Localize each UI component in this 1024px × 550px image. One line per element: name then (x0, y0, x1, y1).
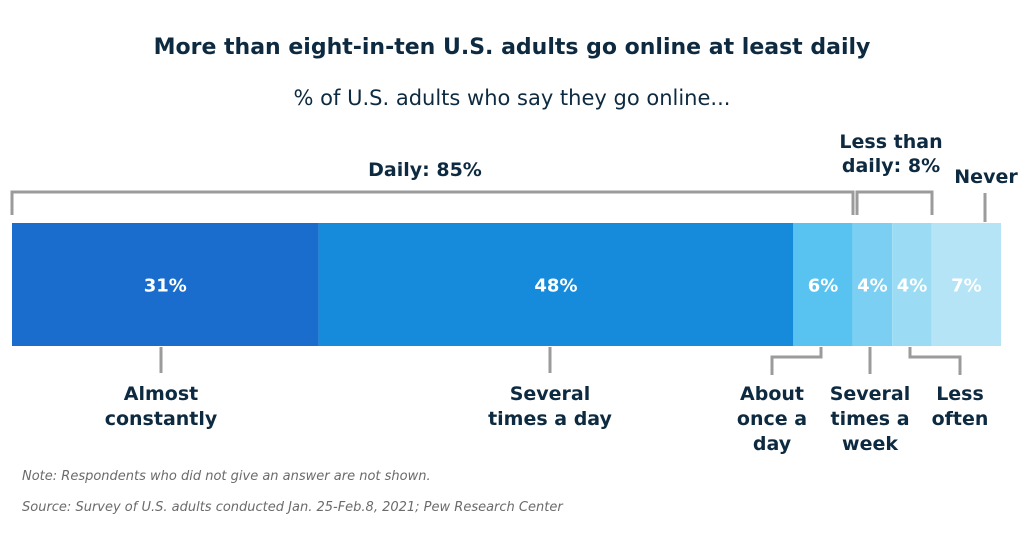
category-label-several-times-a-day-1: Several (510, 383, 591, 405)
data-label: 4% (897, 276, 928, 297)
data-label: 48% (534, 276, 577, 297)
chart-title: More than eight-in-ten U.S. adults go on… (154, 35, 871, 60)
bar-segment-about-once-a-day (793, 223, 853, 346)
category-label-several-times-a-day-2: times a day (488, 408, 612, 430)
bar-group: 31% 48% 6% 4% 4% 7% (12, 223, 1001, 346)
source-text: Source: Survey of U.S. adults conducted … (22, 500, 564, 515)
data-label: 31% (144, 276, 187, 297)
bar-segment-less-often (892, 223, 932, 346)
leader-about-once-a-day (770, 347, 823, 375)
category-label-about-once-a-day-2: once a (737, 408, 807, 430)
bar-segment-several-times-a-week (852, 223, 893, 346)
data-label: 4% (857, 276, 888, 297)
category-label-less-often-2: often (932, 408, 989, 430)
less-than-daily-bracket (855, 190, 934, 215)
bar-segment-never (931, 223, 1001, 346)
category-label-almost-constantly-1: Almost (124, 383, 198, 405)
data-label: 6% (808, 276, 839, 297)
category-label-several-times-a-week-2: times a (830, 408, 909, 430)
category-label-about-once-a-day-1: About (740, 383, 804, 405)
category-label-almost-constantly-2: constantly (105, 408, 218, 430)
category-label-never: Never (954, 166, 1018, 188)
group-label-daily: Daily: 85% (368, 159, 482, 181)
note-text: Note: Respondents who did not give an an… (22, 469, 431, 484)
bar-segment-almost-constantly (12, 223, 319, 346)
data-label: 7% (951, 276, 982, 297)
category-label-about-once-a-day-3: day (753, 433, 792, 455)
category-label-several-times-a-week-3: week (842, 433, 898, 455)
bar-segment-several-times-a-day (318, 223, 794, 346)
chart-subtitle: % of U.S. adults who say they go online.… (294, 86, 731, 110)
leader-less-often (908, 347, 962, 375)
category-label-several-times-a-week-1: Several (830, 383, 911, 405)
group-label-less-than-daily-1: Less than (839, 131, 942, 153)
group-label-less-than-daily-2: daily: 8% (842, 155, 940, 177)
category-label-less-often-1: Less (936, 383, 984, 405)
daily-bracket (10, 190, 855, 215)
